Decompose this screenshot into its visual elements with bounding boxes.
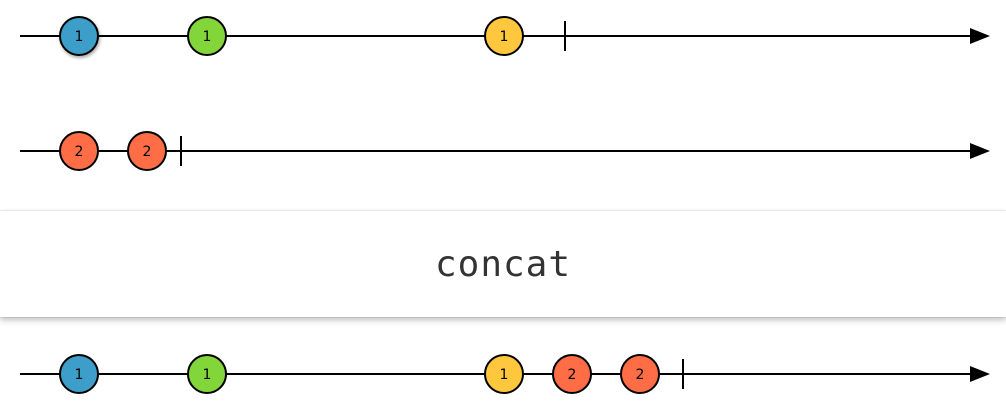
marble-value: 1	[75, 367, 84, 383]
marble: 2	[620, 354, 660, 394]
operator-box: concat	[0, 211, 1006, 317]
marble-circle	[484, 16, 524, 56]
timeline-arrow	[970, 143, 990, 159]
marble: 1	[484, 16, 524, 56]
marble: 2	[59, 131, 99, 171]
timeline-arrow	[970, 28, 990, 44]
marble: 1	[59, 354, 99, 394]
marble-value: 1	[500, 367, 509, 383]
marble-circle	[59, 354, 99, 394]
operator-label: concat	[434, 243, 572, 285]
marble-circle	[127, 131, 167, 171]
marble: 1	[187, 354, 227, 394]
marble-circle	[187, 354, 227, 394]
marble: 2	[127, 131, 167, 171]
marble: 2	[552, 354, 592, 394]
timeline-arrow	[970, 366, 990, 382]
marble-value: 1	[203, 29, 212, 45]
output-stream: 1 1 1 2 2	[20, 354, 990, 394]
marble: 1	[59, 16, 99, 56]
marble-circle	[187, 16, 227, 56]
marble-value: 2	[143, 144, 152, 160]
marble-value: 1	[203, 367, 212, 383]
marble-value: 1	[75, 29, 84, 45]
marble-circle	[59, 16, 99, 56]
marble-value: 2	[636, 367, 645, 383]
marble: 1	[187, 16, 227, 56]
marble-value: 1	[500, 29, 509, 45]
marble-circle	[620, 354, 660, 394]
input-stream-1: 1 1 1	[20, 16, 990, 56]
marble: 1	[484, 354, 524, 394]
marble-circle	[59, 131, 99, 171]
marble-value: 2	[568, 367, 577, 383]
marble-circle	[552, 354, 592, 394]
marble-circle	[484, 354, 524, 394]
marble-value: 2	[75, 144, 84, 160]
